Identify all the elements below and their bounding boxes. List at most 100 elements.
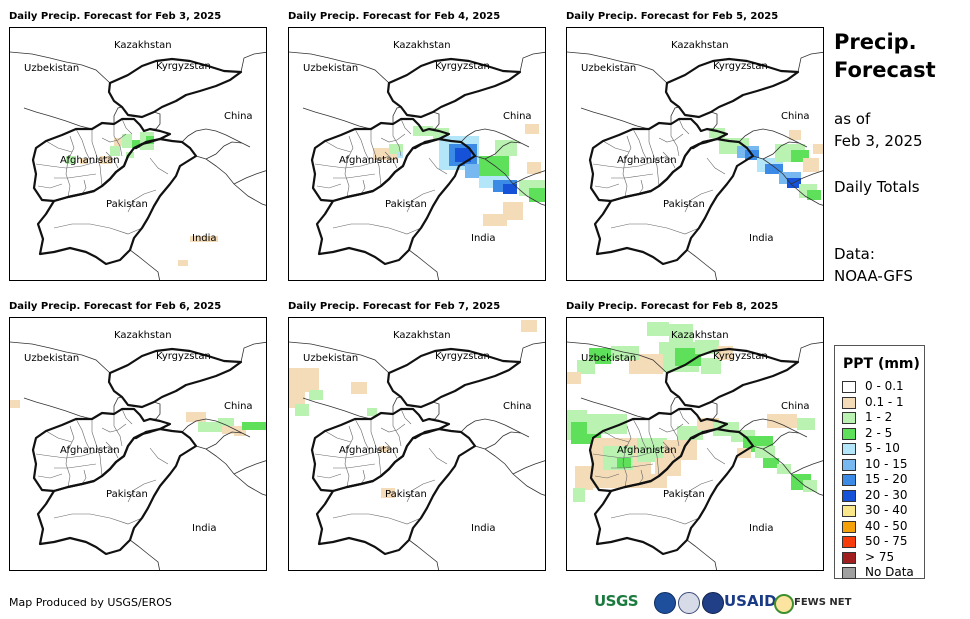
province-border: [35, 155, 111, 169]
province-border: [45, 140, 73, 153]
province-border: [592, 445, 668, 459]
province-border: [592, 155, 668, 169]
precip-cell: [813, 144, 823, 154]
legend-swatch: [842, 474, 856, 486]
country-label-uzbekistan: Uzbekistan: [24, 63, 79, 74]
province-border: [648, 419, 660, 477]
kyrgyzstan-outline: [664, 57, 800, 119]
country-border: [567, 51, 668, 84]
precip-cell: [575, 466, 593, 490]
country-border: [289, 51, 390, 84]
province-border: [428, 447, 448, 465]
country-label-kyrgyzstan: Kyrgyzstan: [435, 61, 490, 72]
province-border: [638, 469, 644, 485]
precip-cell: [573, 488, 585, 502]
province-border: [65, 425, 75, 488]
province-border: [149, 157, 169, 175]
province-border: [54, 463, 97, 469]
map-credit: Map Produced by USGS/EROS: [9, 596, 172, 609]
province-border: [127, 479, 157, 503]
kyrgyzstan-outline: [107, 347, 243, 409]
precip-cell: [146, 136, 154, 144]
precip-cell: [122, 134, 132, 148]
panel-title-1: Daily Precip. Forecast for Feb 3, 2025: [9, 11, 222, 22]
kyrgyzstan-outline: [386, 57, 522, 119]
legend-swatch: [842, 458, 856, 471]
province-border: [91, 129, 103, 187]
pakistan-outline: [593, 137, 755, 266]
data-source: NOAA-GFS: [834, 267, 913, 285]
country-label-kazakhstan: Kazakhstan: [671, 40, 729, 51]
country-label-kazakhstan: Kazakhstan: [393, 330, 451, 341]
fews-globe-icon: [774, 594, 794, 614]
province-border: [101, 423, 127, 433]
state-department-seal: [678, 592, 700, 614]
country-border: [181, 341, 266, 438]
panel-title-6: Daily Precip. Forecast for Feb 8, 2025: [566, 301, 779, 312]
precip-cell: [709, 128, 725, 138]
province-border: [113, 124, 123, 157]
province-border: [400, 408, 412, 425]
province-border: [380, 423, 406, 433]
country-label-kazakhstan: Kazakhstan: [671, 330, 729, 341]
province-border: [75, 418, 91, 451]
precip-cell: [787, 178, 801, 188]
country-label-pakistan: Pakistan: [385, 489, 427, 500]
country-label-kazakhstan: Kazakhstan: [114, 330, 172, 341]
country-border: [484, 431, 545, 475]
panel-title-3: Daily Precip. Forecast for Feb 5, 2025: [566, 11, 779, 22]
precip-map: Kazakhstan Uzbekistan Kyrgyzstan China Afgha…: [10, 330, 266, 570]
country-label-afghanistan: Afghanistan: [339, 445, 399, 456]
province-border: [35, 445, 111, 459]
legend-swatch: [842, 427, 856, 440]
precip-cell: [367, 408, 377, 416]
usaid-seal: [702, 592, 724, 614]
country-label-afghanistan: Afghanistan: [339, 155, 399, 166]
precip-cell: [379, 446, 389, 452]
country-label-uzbekistan: Uzbekistan: [581, 63, 636, 74]
precip-cell: [351, 382, 367, 394]
province-border: [105, 151, 119, 169]
precip-cell: [737, 448, 751, 458]
india-outline: [129, 155, 266, 280]
map-panel: Kazakhstan Uzbekistan Kyrgyzstan China Afgha…: [288, 317, 546, 571]
province-border: [622, 135, 632, 198]
province-border: [662, 441, 676, 459]
precip-cell: [190, 236, 218, 242]
precip-cell: [567, 372, 581, 384]
country-label-pakistan: Pakistan: [663, 199, 705, 210]
legend-swatch: [842, 520, 856, 533]
province-border: [706, 157, 726, 175]
province-border: [121, 118, 133, 135]
province-border: [658, 133, 684, 143]
usaid-logo-text: USAID: [724, 592, 777, 610]
province-border: [316, 473, 342, 479]
legend-swatch: [842, 489, 856, 502]
india-outline: [686, 445, 823, 570]
country-label-afghanistan: Afghanistan: [617, 445, 677, 456]
province-border: [384, 151, 398, 169]
province-border: [314, 445, 390, 459]
precip-cell: [675, 348, 701, 366]
precip-cell: [763, 458, 779, 468]
country-label-pakistan: Pakistan: [663, 489, 705, 500]
province-border: [670, 414, 680, 447]
country-label-afghanistan: Afghanistan: [60, 155, 120, 166]
precip-layer: [567, 322, 817, 502]
panel-title-4: Daily Precip. Forecast for Feb 6, 2025: [9, 301, 222, 312]
country-label-uzbekistan: Uzbekistan: [303, 353, 358, 364]
country-label-kyrgyzstan: Kyrgyzstan: [713, 61, 768, 72]
province-border: [360, 469, 366, 485]
precip-cell: [701, 358, 721, 374]
province-border: [127, 189, 157, 213]
country-border: [762, 431, 823, 475]
province-border: [662, 151, 676, 169]
country-border: [580, 397, 650, 420]
province-border: [332, 223, 422, 235]
precip-cell: [803, 480, 817, 492]
logo-strip: USGS USAID FEWS NET: [594, 590, 851, 616]
country-border: [289, 341, 390, 374]
precip-layer: [373, 124, 545, 226]
country-border: [762, 141, 823, 185]
country-border: [580, 107, 650, 130]
